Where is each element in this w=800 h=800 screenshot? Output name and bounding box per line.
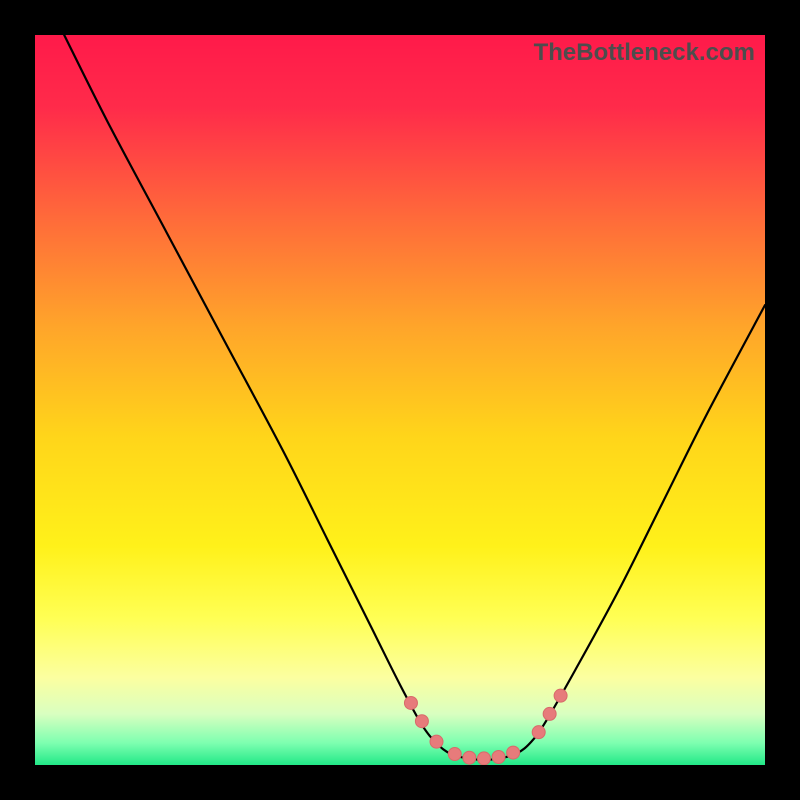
gradient-background	[35, 35, 765, 765]
marker-point	[448, 748, 461, 761]
marker-point	[492, 750, 505, 763]
marker-point	[507, 746, 520, 759]
marker-point	[430, 735, 443, 748]
watermark-text: TheBottleneck.com	[534, 39, 755, 67]
marker-point	[532, 726, 545, 739]
marker-point	[404, 696, 417, 709]
plot-svg	[35, 35, 765, 765]
marker-point	[477, 752, 490, 765]
marker-point	[554, 689, 567, 702]
chart-frame: TheBottleneck.com	[0, 0, 800, 800]
marker-point	[463, 751, 476, 764]
marker-point	[415, 715, 428, 728]
plot-area	[35, 35, 765, 765]
marker-point	[543, 707, 556, 720]
